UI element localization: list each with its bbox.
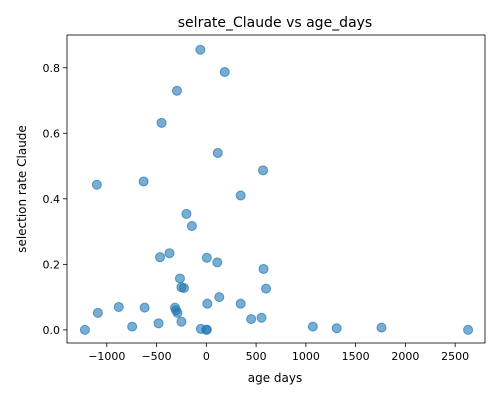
data-point [219, 67, 230, 78]
data-point [307, 321, 318, 332]
x-axis: −1000 −500 0 500 1000 1500 2000 2500 [88, 343, 469, 363]
data-point [212, 147, 223, 158]
data-point [256, 312, 267, 323]
data-point [201, 324, 212, 335]
x-tick-label: 2000 [391, 350, 419, 363]
x-axis-label: age days [248, 371, 303, 385]
data-point [212, 257, 223, 268]
data-point [195, 44, 206, 55]
data-point [331, 323, 342, 334]
data-point [235, 190, 246, 201]
data-point [202, 298, 213, 309]
data-point [91, 179, 102, 190]
x-tick-label: 500 [246, 350, 267, 363]
data-point [463, 324, 474, 335]
y-tick-label: 0.8 [43, 62, 61, 75]
data-point [178, 282, 189, 293]
y-tick-label: 0.4 [43, 193, 61, 206]
data-point [138, 176, 149, 187]
data-point [181, 208, 192, 219]
data-point [153, 318, 164, 329]
data-point [139, 302, 150, 313]
data-point [155, 252, 166, 263]
data-point [156, 117, 167, 128]
data-point [376, 322, 387, 333]
data-point [235, 298, 246, 309]
x-tick-label: −1000 [88, 350, 125, 363]
data-points [79, 44, 474, 335]
data-point [176, 316, 187, 327]
data-point [214, 292, 225, 303]
data-point [172, 307, 183, 318]
data-point [258, 165, 269, 176]
x-tick-label: 1000 [292, 350, 320, 363]
data-point [127, 321, 138, 332]
y-tick-label: 0.2 [43, 258, 61, 271]
data-point [246, 314, 257, 325]
data-point [174, 273, 185, 284]
x-tick-label: −500 [141, 350, 171, 363]
y-axis: 0.0 0.2 0.4 0.6 0.8 [43, 62, 67, 337]
axes-frame [66, 34, 486, 344]
y-axis-label: selection rate Claude [15, 125, 29, 253]
plot-area-border [66, 34, 486, 344]
data-point [261, 283, 272, 294]
x-tick-label: 1500 [342, 350, 370, 363]
y-tick-label: 0.6 [43, 127, 61, 140]
data-point [79, 324, 90, 335]
x-tick-label: 2500 [441, 350, 469, 363]
y-tick-label: 0.0 [43, 324, 61, 337]
data-point [164, 248, 175, 259]
chart-title: selrate_Claude vs age_days [178, 15, 372, 31]
data-point [186, 221, 197, 232]
data-point [171, 85, 182, 96]
data-point [258, 263, 269, 274]
data-point [113, 301, 124, 312]
data-point [201, 252, 212, 263]
data-point [92, 307, 103, 318]
x-tick-label: 0 [203, 350, 210, 363]
